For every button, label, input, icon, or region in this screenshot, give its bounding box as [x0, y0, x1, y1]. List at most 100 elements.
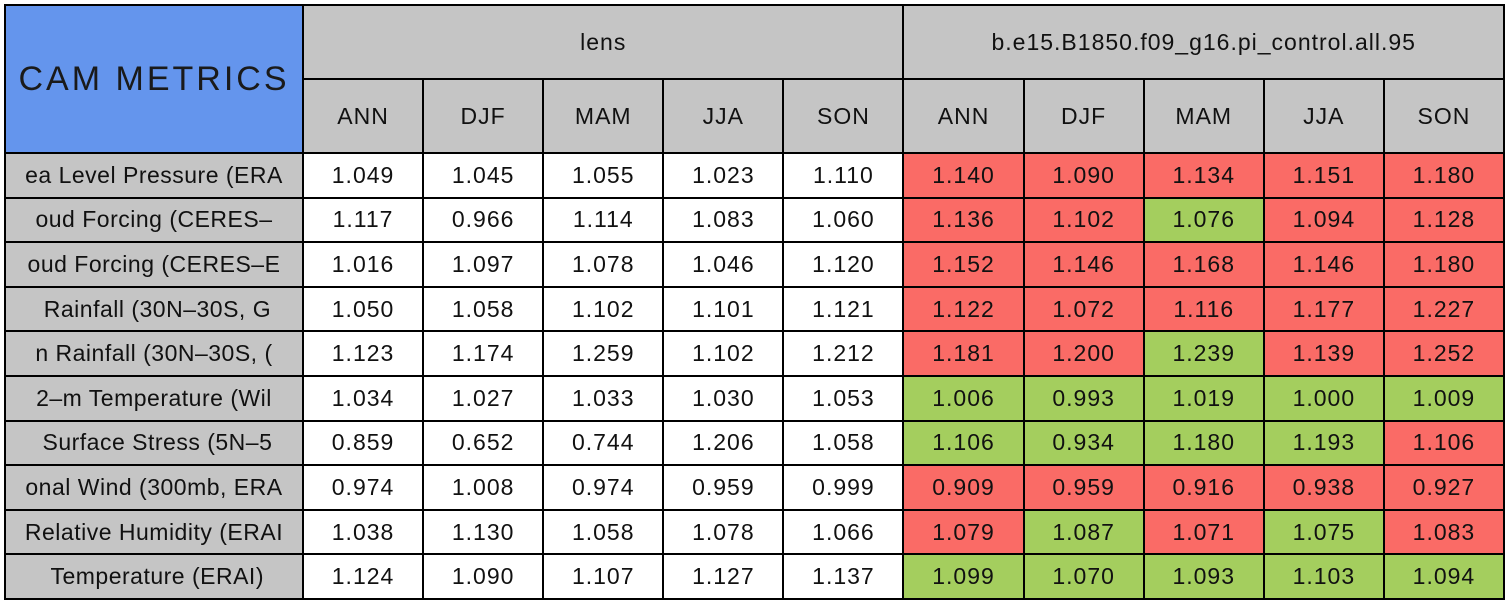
control-value-cell: 1.116	[1144, 287, 1263, 331]
lens-value-cell: 0.974	[544, 466, 663, 509]
metric-label: Rainfall (30N–30S, G	[6, 287, 302, 331]
control-value-cell: 0.959	[1024, 466, 1143, 509]
control-value-cell: 1.180	[1384, 154, 1503, 197]
metric-label: oud Forcing (CERES–	[6, 198, 302, 242]
control-value-cell: 1.180	[1144, 421, 1263, 465]
metric-label: oud Forcing (CERES–E	[6, 243, 302, 286]
lens-value-cell: 1.016	[304, 243, 423, 286]
lens-value-cell: 1.107	[544, 555, 663, 598]
lens-value-cell: 1.038	[304, 510, 423, 554]
lens-value-cell: 1.102	[664, 332, 783, 375]
control-value-cell: 1.146	[1024, 243, 1143, 286]
control-value-cell: 1.072	[1024, 287, 1143, 331]
metric-label: 2–m Temperature (Wil	[6, 376, 302, 420]
lens-value-cell: 1.030	[664, 376, 783, 420]
control-value-cell: 0.916	[1144, 466, 1263, 509]
control-value-cell: 0.909	[904, 466, 1023, 509]
lens-value-cell: 0.966	[424, 198, 543, 242]
lens-value-cell: 0.974	[304, 466, 423, 509]
control-value-cell: 0.934	[1024, 421, 1143, 465]
control-value-cell: 1.006	[904, 376, 1023, 420]
control-value-cell: 1.227	[1384, 287, 1503, 331]
control-value-cell: 1.000	[1264, 376, 1383, 420]
metric-label: Relative Humidity (ERAI	[6, 510, 302, 554]
lens-value-cell: 1.130	[424, 510, 543, 554]
lens-value-cell: 1.058	[424, 287, 543, 331]
lens-value-cell: 1.033	[544, 376, 663, 420]
control-value-cell: 1.071	[1144, 510, 1263, 554]
season-header-cell: MAM	[544, 80, 663, 152]
metric-label: ea Level Pressure (ERA	[6, 154, 302, 197]
metric-label: Temperature (ERAI)	[6, 555, 302, 598]
lens-value-cell: 0.859	[304, 421, 423, 465]
lens-value-cell: 1.034	[304, 376, 423, 420]
control-value-cell: 1.181	[904, 332, 1023, 375]
lens-value-cell: 1.097	[424, 243, 543, 286]
control-value-cell: 1.103	[1264, 555, 1383, 598]
lens-value-cell: 1.090	[424, 555, 543, 598]
lens-value-cell: 1.259	[544, 332, 663, 375]
metric-label: Surface Stress (5N–5	[6, 421, 302, 465]
control-value-cell: 0.927	[1384, 466, 1503, 509]
lens-value-cell: 1.110	[784, 154, 903, 197]
control-value-cell: 1.139	[1264, 332, 1383, 375]
season-header-cell: JJA	[664, 80, 783, 152]
lens-value-cell: 1.078	[664, 510, 783, 554]
control-value-cell: 1.087	[1024, 510, 1143, 554]
lens-value-cell: 1.117	[304, 198, 423, 242]
control-value-cell: 1.079	[904, 510, 1023, 554]
table-title: CAM METRICS	[6, 6, 302, 152]
control-value-cell: 1.193	[1264, 421, 1383, 465]
lens-value-cell: 1.008	[424, 466, 543, 509]
control-value-cell: 1.180	[1384, 243, 1503, 286]
lens-value-cell: 1.027	[424, 376, 543, 420]
control-value-cell: 1.140	[904, 154, 1023, 197]
metrics-table: CAM METRICS lens b.e15.B1850.f09_g16.pi_…	[4, 4, 1505, 600]
lens-value-cell: 1.124	[304, 555, 423, 598]
column-group-control: b.e15.B1850.f09_g16.pi_control.all.95	[904, 6, 1503, 78]
control-value-cell: 1.177	[1264, 287, 1383, 331]
control-value-cell: 1.152	[904, 243, 1023, 286]
lens-value-cell: 1.023	[664, 154, 783, 197]
lens-value-cell: 1.102	[544, 287, 663, 331]
lens-value-cell: 1.066	[784, 510, 903, 554]
control-value-cell: 1.239	[1144, 332, 1263, 375]
control-value-cell: 1.094	[1264, 198, 1383, 242]
control-value-cell: 1.200	[1024, 332, 1143, 375]
control-value-cell: 1.094	[1384, 555, 1503, 598]
season-header-cell: DJF	[424, 80, 543, 152]
control-value-cell: 1.252	[1384, 332, 1503, 375]
control-value-cell: 1.075	[1264, 510, 1383, 554]
lens-value-cell: 1.045	[424, 154, 543, 197]
season-header-cell: SON	[784, 80, 903, 152]
control-value-cell: 1.122	[904, 287, 1023, 331]
lens-value-cell: 1.058	[784, 421, 903, 465]
control-value-cell: 1.136	[904, 198, 1023, 242]
control-value-cell: 1.151	[1264, 154, 1383, 197]
lens-value-cell: 0.959	[664, 466, 783, 509]
control-value-cell: 1.076	[1144, 198, 1263, 242]
control-value-cell: 1.009	[1384, 376, 1503, 420]
control-value-cell: 0.993	[1024, 376, 1143, 420]
control-value-cell: 1.083	[1384, 510, 1503, 554]
lens-value-cell: 1.046	[664, 243, 783, 286]
control-value-cell: 1.099	[904, 555, 1023, 598]
lens-value-cell: 1.120	[784, 243, 903, 286]
lens-value-cell: 0.744	[544, 421, 663, 465]
control-value-cell: 1.102	[1024, 198, 1143, 242]
metric-label: n Rainfall (30N–30S, (	[6, 332, 302, 375]
season-header-cell: ANN	[904, 80, 1023, 152]
lens-value-cell: 1.083	[664, 198, 783, 242]
lens-value-cell: 1.078	[544, 243, 663, 286]
lens-value-cell: 1.127	[664, 555, 783, 598]
column-group-lens: lens	[304, 6, 903, 78]
control-value-cell: 1.146	[1264, 243, 1383, 286]
lens-value-cell: 1.050	[304, 287, 423, 331]
season-header-cell: MAM	[1144, 80, 1263, 152]
control-value-cell: 0.938	[1264, 466, 1383, 509]
season-header-cell: JJA	[1264, 80, 1383, 152]
lens-value-cell: 1.206	[664, 421, 783, 465]
season-header-cell: DJF	[1024, 80, 1143, 152]
lens-value-cell: 1.123	[304, 332, 423, 375]
control-value-cell: 1.128	[1384, 198, 1503, 242]
